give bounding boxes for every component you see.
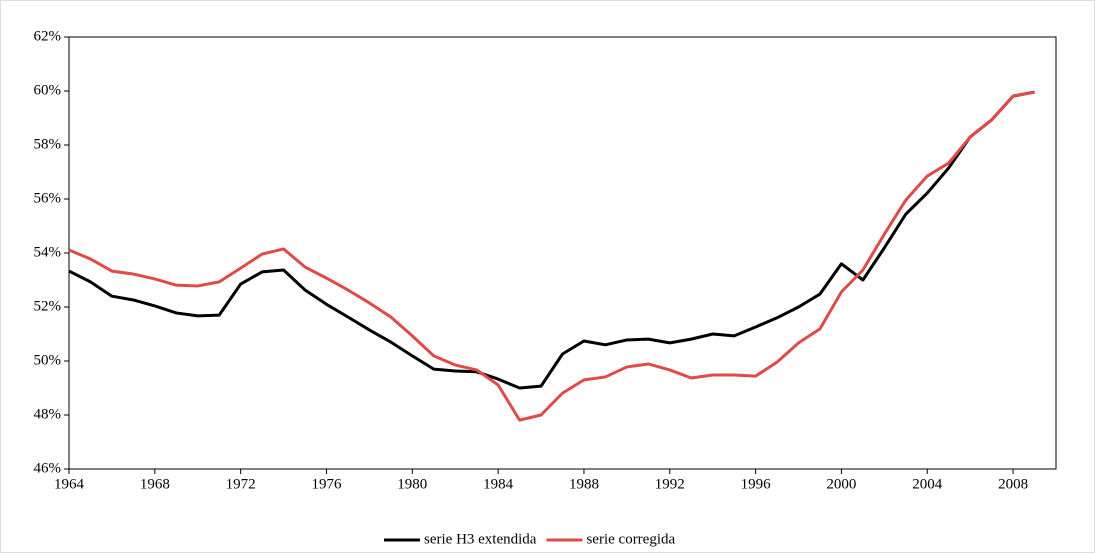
x-tick-label: 1964 <box>54 476 85 492</box>
x-tick-label: 1984 <box>483 476 514 492</box>
y-tick-label: 56% <box>34 190 62 206</box>
legend-label: serie H3 extendida <box>424 531 537 547</box>
x-tick-label: 1988 <box>569 476 599 492</box>
x-tick-label: 1996 <box>741 476 772 492</box>
y-tick-label: 62% <box>34 28 62 44</box>
x-tick-label: 2000 <box>826 476 856 492</box>
x-tick-label: 1968 <box>140 476 170 492</box>
series-line <box>68 90 1035 390</box>
y-tick-label: 52% <box>34 298 62 314</box>
x-tick-label: 2008 <box>998 476 1028 492</box>
y-tick-label: 60% <box>34 82 62 98</box>
y-tick-label: 50% <box>34 352 62 368</box>
x-tick-label: 1972 <box>226 476 256 492</box>
x-tick-label: 2004 <box>912 476 943 492</box>
x-tick-label: 1992 <box>655 476 685 492</box>
y-tick-label: 58% <box>34 136 62 152</box>
legend-label: serie corregida <box>586 531 675 547</box>
y-tick-label: 54% <box>34 244 62 260</box>
y-tick-label: 48% <box>34 406 62 422</box>
series-line <box>68 90 1035 422</box>
x-tick-label: 1980 <box>397 476 427 492</box>
x-tick-label: 1976 <box>311 476 342 492</box>
y-tick-label: 46% <box>34 460 62 476</box>
